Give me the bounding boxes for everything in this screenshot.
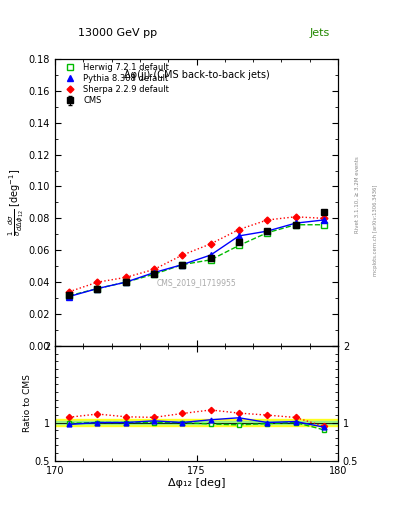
Sherpa 2.2.9 default bbox=[265, 217, 270, 223]
Herwig 7.2.1 default bbox=[95, 286, 100, 292]
Sherpa 2.2.9 default bbox=[95, 279, 100, 285]
Line: Herwig 7.2.1 default: Herwig 7.2.1 default bbox=[66, 222, 327, 298]
Sherpa 2.2.9 default bbox=[152, 266, 156, 272]
X-axis label: Δφ₁₂ [deg]: Δφ₁₂ [deg] bbox=[168, 478, 225, 488]
Sherpa 2.2.9 default bbox=[237, 226, 241, 232]
Herwig 7.2.1 default bbox=[208, 257, 213, 263]
Sherpa 2.2.9 default bbox=[293, 214, 298, 220]
Sherpa 2.2.9 default bbox=[67, 289, 72, 295]
Sherpa 2.2.9 default bbox=[321, 216, 326, 222]
Pythia 8.308 default bbox=[123, 279, 128, 285]
Herwig 7.2.1 default bbox=[293, 222, 298, 228]
Line: Sherpa 2.2.9 default: Sherpa 2.2.9 default bbox=[67, 215, 326, 294]
Herwig 7.2.1 default bbox=[237, 242, 241, 248]
Y-axis label: Ratio to CMS: Ratio to CMS bbox=[23, 374, 32, 432]
Herwig 7.2.1 default bbox=[321, 222, 326, 228]
Text: 13000 GeV pp: 13000 GeV pp bbox=[78, 28, 158, 38]
Pythia 8.308 default bbox=[237, 233, 241, 239]
Pythia 8.308 default bbox=[67, 293, 72, 300]
Sherpa 2.2.9 default bbox=[208, 241, 213, 247]
Herwig 7.2.1 default bbox=[123, 279, 128, 285]
Legend: Herwig 7.2.1 default, Pythia 8.308 default, Sherpa 2.2.9 default, CMS: Herwig 7.2.1 default, Pythia 8.308 defau… bbox=[57, 61, 171, 107]
Pythia 8.308 default bbox=[180, 262, 185, 268]
Sherpa 2.2.9 default bbox=[123, 274, 128, 281]
Text: Δφ(jj) (CMS back-to-back jets): Δφ(jj) (CMS back-to-back jets) bbox=[124, 70, 269, 80]
Text: mcplots.cern.ch [arXiv:1306.3436]: mcplots.cern.ch [arXiv:1306.3436] bbox=[373, 185, 378, 276]
Text: Jets: Jets bbox=[310, 28, 330, 38]
Text: CMS_2019_I1719955: CMS_2019_I1719955 bbox=[157, 279, 236, 287]
Pythia 8.308 default bbox=[265, 228, 270, 234]
Sherpa 2.2.9 default bbox=[180, 252, 185, 258]
Herwig 7.2.1 default bbox=[265, 230, 270, 236]
Line: Pythia 8.308 default: Pythia 8.308 default bbox=[66, 217, 327, 300]
Text: Rivet 3.1.10, ≥ 3.2M events: Rivet 3.1.10, ≥ 3.2M events bbox=[355, 156, 360, 233]
Pythia 8.308 default bbox=[321, 217, 326, 223]
Y-axis label: $\frac{1}{\sigma}\frac{d\sigma}{d\Delta\phi_{12}}$ [deg$^{-1}$]: $\frac{1}{\sigma}\frac{d\sigma}{d\Delta\… bbox=[7, 169, 26, 236]
Herwig 7.2.1 default bbox=[180, 262, 185, 268]
Pythia 8.308 default bbox=[208, 252, 213, 258]
Pythia 8.308 default bbox=[95, 286, 100, 292]
Pythia 8.308 default bbox=[293, 220, 298, 226]
Herwig 7.2.1 default bbox=[67, 293, 72, 299]
Herwig 7.2.1 default bbox=[152, 271, 156, 278]
Pythia 8.308 default bbox=[152, 269, 156, 275]
